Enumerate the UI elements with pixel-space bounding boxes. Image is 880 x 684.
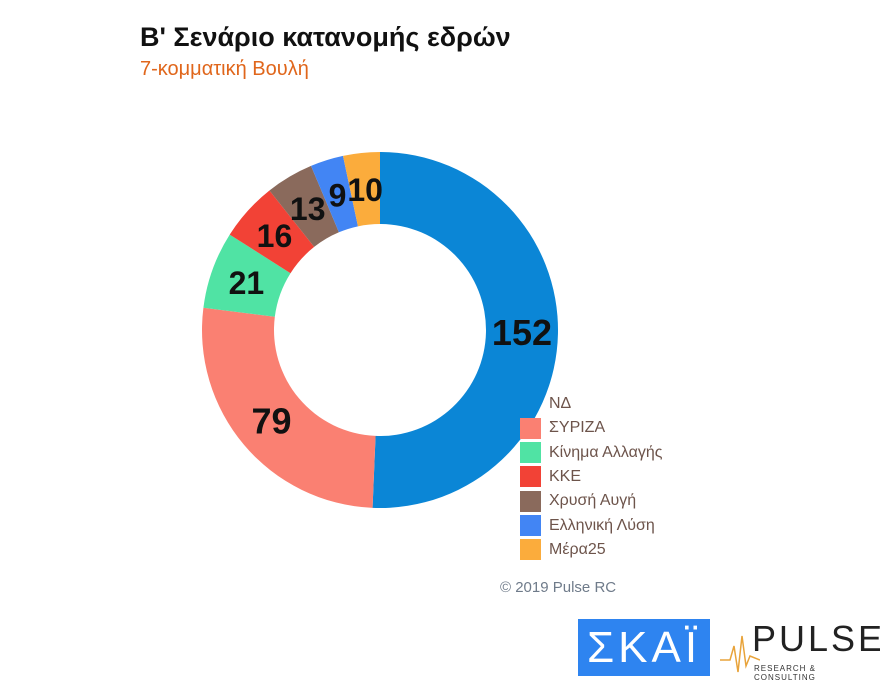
legend-swatch — [520, 394, 541, 415]
slice-4 — [269, 165, 339, 247]
legend-label: ΝΔ — [549, 395, 572, 412]
data-label-5: 9 — [329, 177, 347, 213]
legend-label: ΚΚΕ — [549, 467, 582, 485]
legend-item: ΝΔ — [520, 393, 571, 415]
legend-item: ΣΥΡΙΖΑ — [520, 417, 605, 439]
legend-label: Χρυσή Αυγή — [549, 492, 637, 510]
copyright: © 2019 Pulse RC — [500, 579, 617, 596]
slice-0 — [372, 152, 559, 508]
chart-subtitle: 7-κομματική Βουλή — [140, 58, 309, 80]
pulse-logo: PULSE RESEARCH & CONSULTING — [720, 616, 880, 682]
slice-2 — [203, 234, 291, 317]
legend-swatch — [520, 539, 541, 561]
legend-item: ΚΚΕ — [520, 466, 581, 488]
legend-item: Ελληνική Λύση — [520, 515, 655, 537]
legend-item: Κίνημα Αλλαγής — [520, 442, 662, 464]
legend-swatch — [520, 490, 541, 512]
skai-logo: ΣΚΑΪ — [578, 619, 710, 676]
legend-item: Μέρα25 — [520, 539, 606, 561]
slice-5 — [311, 155, 358, 233]
data-label-2: 21 — [229, 265, 265, 301]
data-label-1: 79 — [252, 401, 292, 442]
legend-label: Κίνημα Αλλαγής — [549, 443, 663, 461]
legend-swatch — [520, 417, 541, 439]
legend-item: Χρυσή Αυγή — [520, 490, 636, 512]
data-label-0: 152 — [492, 312, 552, 353]
data-label-4: 13 — [290, 191, 326, 227]
legend-swatch — [520, 442, 541, 464]
data-label-6: 10 — [347, 172, 383, 208]
legend-swatch — [520, 515, 541, 536]
slice-6 — [342, 152, 380, 227]
legend-label: Ελληνική Λύση — [549, 516, 655, 534]
slice-3 — [229, 190, 315, 274]
legend-label: Μέρα25 — [549, 540, 606, 558]
chart-title: Β' Σενάριο κατανομής εδρών — [140, 22, 511, 52]
legend-swatch — [520, 466, 541, 488]
legend-label: ΣΥΡΙΖΑ — [549, 419, 606, 437]
data-label-3: 16 — [257, 218, 293, 254]
slice-1 — [202, 307, 376, 508]
